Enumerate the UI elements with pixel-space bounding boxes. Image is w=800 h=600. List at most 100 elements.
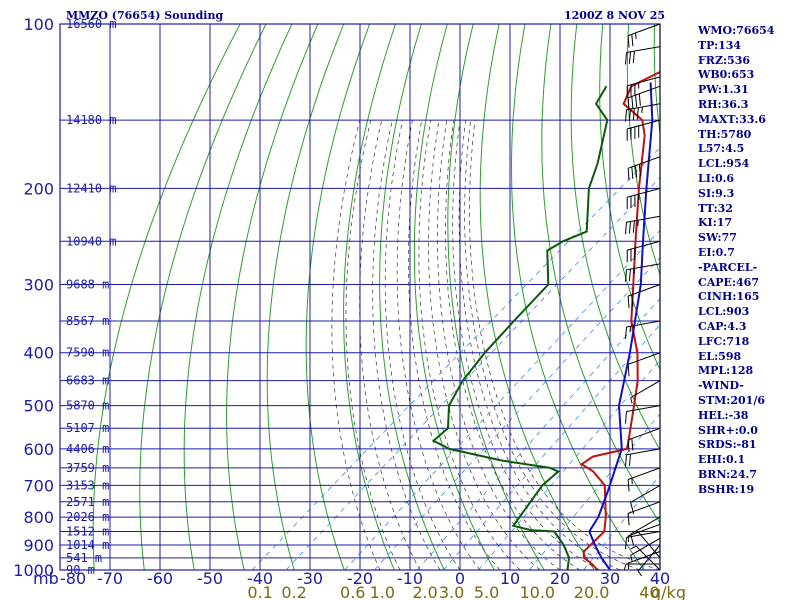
index-value: LCL:903 [698, 305, 750, 319]
index-value: TH:5780 [698, 127, 752, 141]
index-value: SI:9.3 [698, 186, 735, 200]
index-value: KI:17 [698, 216, 733, 230]
index-value: SW:77 [698, 231, 737, 245]
pressure-tick-label: 300 [23, 276, 54, 295]
dry-adiabat [92, 24, 241, 570]
mixing-ratio-line [251, 146, 660, 570]
temperature-tick-label: 10 [500, 569, 520, 588]
temperature-tick-label: -10 [397, 569, 423, 588]
height-label: 6683 m [66, 374, 109, 388]
index-value: RH:36.3 [698, 97, 749, 111]
wind-barb [627, 501, 661, 526]
index-value: EI:0.7 [698, 245, 735, 259]
wind-barb [625, 530, 661, 550]
wind-barb [627, 284, 661, 309]
pressure-tick-label: 100 [23, 15, 54, 34]
height-label: 4406 m [66, 442, 109, 456]
wind-barb [625, 448, 661, 467]
wind-barb [625, 46, 661, 65]
mixing-ratio-label: 5.0 [474, 583, 499, 600]
index-value: BRN:24.7 [698, 467, 757, 481]
index-value: LI:0.6 [698, 171, 735, 185]
wind-barb [630, 484, 661, 515]
moist-adiabat [469, 120, 660, 570]
wind-barb [627, 85, 661, 110]
height-label: 2571 m [66, 495, 109, 509]
pressure-tick-label: 400 [23, 344, 54, 363]
mixing-ratio-label: 0.6 [340, 583, 365, 600]
mixing-ratio-line [344, 229, 660, 570]
moist-adiabat [464, 120, 641, 570]
index-value: -PARCEL- [698, 260, 758, 274]
plot-area [60, 24, 660, 570]
index-value: PW:1.31 [698, 83, 749, 97]
index-value: LFC:718 [698, 334, 750, 348]
index-value: MPL:128 [698, 364, 754, 378]
index-value: TP:134 [698, 38, 742, 52]
pressure-tick-label: 1000 [13, 561, 54, 580]
wind-barb [625, 103, 661, 122]
index-value: L57:4.5 [698, 142, 745, 156]
index-value: HEL:-38 [698, 408, 749, 422]
moist-adiabat [452, 120, 601, 570]
dry-adiabat [266, 24, 345, 570]
height-label: 5107 m [66, 421, 109, 435]
temperature-tick-label: -20 [347, 569, 373, 588]
wind-barb [626, 119, 661, 141]
moist-adiabat [445, 120, 581, 570]
dewpoint-trace [431, 85, 609, 570]
moist-adiabat [372, 120, 441, 570]
index-value: SHR+:0.0 [698, 423, 758, 437]
pressure-tick-label: 200 [23, 179, 54, 198]
moist-adiabat [437, 120, 561, 570]
moist-adiabat [345, 120, 401, 570]
mixing-ratio-unit: g/kg [651, 583, 686, 600]
mixing-ratio-label: 0.2 [281, 583, 306, 600]
dry-adiabat [343, 24, 396, 570]
temperature-tick-label: -70 [97, 569, 123, 588]
index-value: MAXT:33.6 [698, 112, 766, 126]
index-value: FRZ:536 [698, 53, 751, 67]
height-label: 541 m [66, 551, 102, 565]
temperature-tick-label: -80 [60, 569, 86, 588]
height-label: 7590 m [66, 346, 109, 360]
height-label: 9688 m [66, 278, 109, 292]
wind-barb [627, 352, 661, 377]
index-value: LCL:954 [698, 157, 750, 171]
mixing-ratio-label: 1.0 [370, 583, 395, 600]
temperature-tick-label: 30 [600, 569, 620, 588]
height-label: 14180 m [66, 113, 117, 127]
mixing-ratio-label: 20.0 [574, 583, 610, 600]
wind-barb [623, 563, 661, 570]
height-label: 90 m [66, 563, 95, 577]
mixing-ratio-line [528, 413, 660, 570]
height-label: 3759 m [66, 461, 109, 475]
height-label: 3153 m [66, 478, 109, 492]
wind-barb [627, 23, 661, 48]
temperature-tick-label: 0 [455, 569, 465, 588]
wind-barb [627, 467, 661, 492]
wind-barb [637, 544, 661, 577]
height-label: 8567 m [66, 314, 109, 328]
index-value: BSHR:19 [698, 482, 755, 496]
index-value: WMO:76654 [698, 24, 775, 37]
index-value: SRDS:-81 [698, 438, 757, 452]
temperature-tick-label: -40 [247, 569, 273, 588]
dry-adiabat [447, 24, 545, 570]
temperature-tick-label: 20 [550, 569, 570, 588]
moist-adiabat [418, 120, 521, 570]
height-label: 5870 m [66, 399, 109, 413]
wind-barb [625, 263, 661, 282]
wind-barb [630, 516, 661, 546]
wind-barb [627, 551, 661, 570]
index-value: STM:201/6 [698, 393, 765, 407]
moist-adiabat [458, 120, 621, 570]
height-label: 1014 m [66, 538, 109, 552]
pressure-tick-label: 500 [23, 397, 54, 416]
pressure-tick-label: 900 [23, 536, 54, 555]
index-value: CAPE:467 [698, 275, 759, 289]
height-label: 2026 m [66, 510, 109, 524]
index-value: CAP:4.3 [698, 319, 747, 333]
moist-adiabat [408, 120, 501, 570]
